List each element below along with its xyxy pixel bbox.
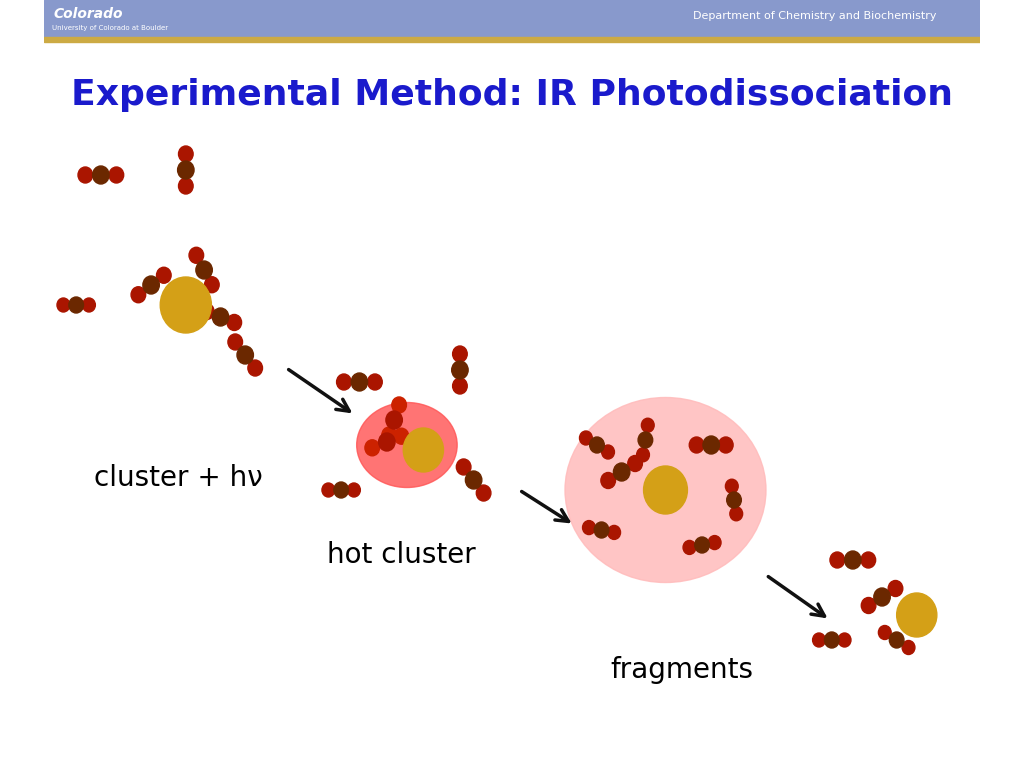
Circle shape — [177, 161, 194, 179]
Circle shape — [888, 581, 903, 597]
Circle shape — [709, 535, 721, 550]
Circle shape — [637, 448, 649, 462]
Circle shape — [351, 373, 368, 391]
Text: hot cluster: hot cluster — [328, 541, 476, 569]
Text: Department of Chemistry and Biochemistry: Department of Chemistry and Biochemistry — [693, 11, 936, 21]
Circle shape — [897, 593, 937, 637]
Circle shape — [830, 552, 845, 568]
Circle shape — [394, 429, 409, 444]
Circle shape — [861, 598, 876, 614]
Circle shape — [583, 521, 595, 535]
Circle shape — [347, 483, 360, 497]
Ellipse shape — [356, 402, 457, 488]
Circle shape — [379, 433, 395, 451]
Circle shape — [613, 463, 630, 481]
Text: Experimental Method: IR Photodissociation: Experimental Method: IR Photodissociatio… — [71, 78, 953, 112]
Circle shape — [845, 551, 861, 569]
Circle shape — [382, 427, 396, 443]
Circle shape — [178, 146, 194, 162]
Circle shape — [890, 632, 904, 648]
Circle shape — [131, 286, 145, 303]
Circle shape — [110, 167, 124, 183]
Circle shape — [160, 277, 211, 333]
Circle shape — [590, 437, 604, 453]
Circle shape — [196, 261, 212, 279]
Circle shape — [248, 360, 262, 376]
Circle shape — [368, 374, 382, 390]
Circle shape — [824, 632, 839, 648]
Circle shape — [861, 552, 876, 568]
Circle shape — [580, 431, 592, 445]
Circle shape — [78, 167, 92, 183]
Circle shape — [57, 298, 70, 312]
Circle shape — [602, 445, 614, 459]
Circle shape — [392, 397, 407, 413]
Circle shape — [601, 472, 615, 488]
Circle shape — [719, 437, 733, 453]
Circle shape — [725, 479, 738, 493]
Ellipse shape — [565, 398, 766, 582]
Circle shape — [839, 633, 851, 647]
Circle shape — [607, 525, 621, 539]
Bar — [44, 0, 980, 38]
Circle shape — [212, 308, 228, 326]
Text: Colorado: Colorado — [53, 7, 123, 21]
Circle shape — [641, 419, 654, 432]
Circle shape — [730, 507, 742, 521]
Circle shape — [92, 166, 110, 184]
Circle shape — [457, 459, 471, 475]
Text: cluster + hν: cluster + hν — [94, 464, 263, 492]
Circle shape — [594, 522, 609, 538]
Circle shape — [178, 178, 194, 194]
Circle shape — [143, 276, 160, 294]
Circle shape — [465, 471, 482, 489]
Circle shape — [879, 625, 891, 640]
Circle shape — [694, 537, 710, 553]
Circle shape — [902, 641, 914, 654]
Circle shape — [683, 541, 696, 554]
Circle shape — [702, 436, 720, 454]
Circle shape — [386, 411, 402, 429]
Text: University of Colorado at Boulder: University of Colorado at Boulder — [51, 25, 168, 31]
Circle shape — [69, 297, 84, 313]
Circle shape — [365, 440, 380, 456]
Circle shape — [452, 361, 468, 379]
Circle shape — [638, 432, 652, 448]
Circle shape — [189, 247, 204, 263]
Circle shape — [205, 276, 219, 293]
Circle shape — [228, 334, 243, 350]
Circle shape — [334, 482, 348, 498]
Circle shape — [813, 633, 825, 647]
Circle shape — [476, 485, 490, 501]
Circle shape — [322, 483, 335, 497]
Circle shape — [237, 346, 253, 364]
Circle shape — [157, 267, 171, 283]
Text: fragments: fragments — [610, 656, 754, 684]
Circle shape — [403, 428, 443, 472]
Circle shape — [689, 437, 703, 453]
Circle shape — [453, 378, 467, 394]
Circle shape — [200, 303, 214, 319]
Circle shape — [873, 588, 890, 606]
Circle shape — [83, 298, 95, 312]
Circle shape — [628, 455, 642, 472]
Circle shape — [227, 314, 242, 330]
Circle shape — [337, 374, 351, 390]
Circle shape — [453, 346, 467, 362]
Circle shape — [727, 492, 741, 508]
Bar — [44, 37, 980, 42]
Circle shape — [643, 466, 687, 514]
